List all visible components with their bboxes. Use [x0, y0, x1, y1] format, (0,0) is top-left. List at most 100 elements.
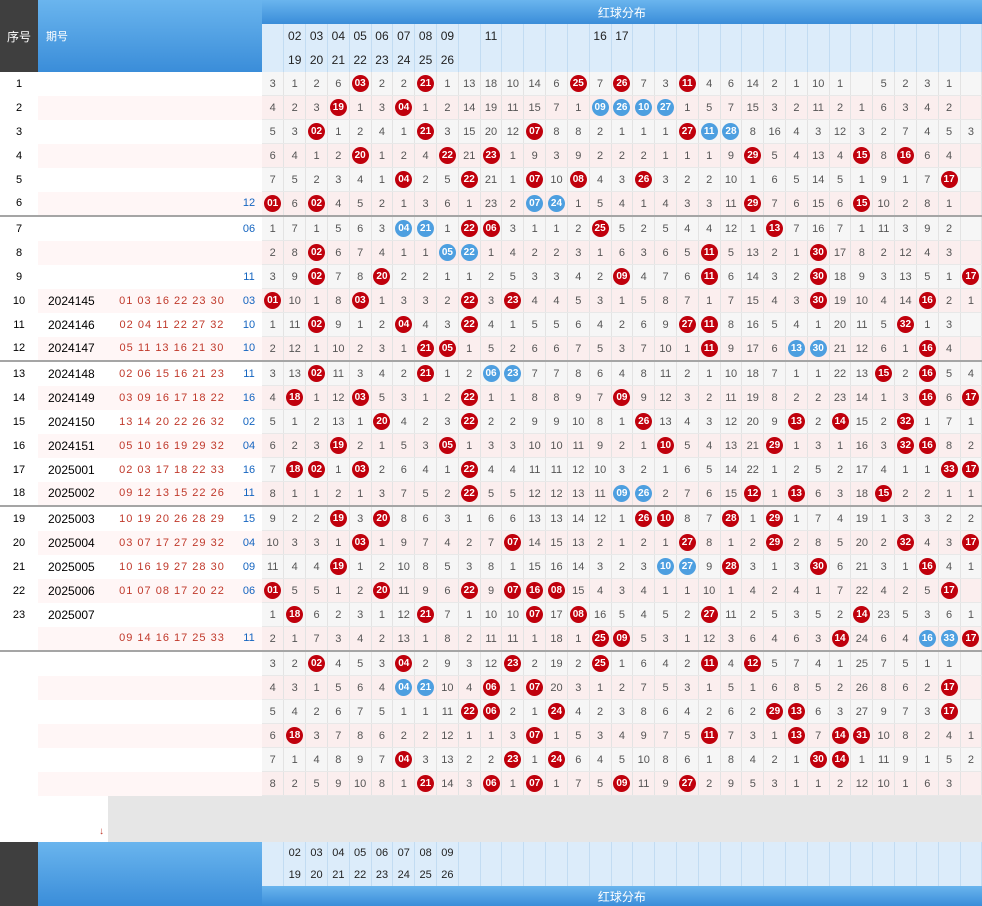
table-row: 4 6 4 1 2 20 1 2 4 22 21 23 1 9 3 9 2 2 2 1 1 1 9 29 5 4 13 4 15 8 16 6… [0, 143, 982, 168]
miss-cell: 16 [807, 215, 830, 241]
miss-cell: 10 [567, 409, 590, 434]
miss-cell: 5 [611, 747, 634, 772]
row-seq: 5 [0, 167, 38, 192]
red-ball: 27 [700, 606, 718, 623]
miss-cell: 1 [305, 675, 328, 700]
miss-cell: 10 [589, 457, 612, 482]
red-numbers: 01 07 08 17 20 22 [108, 578, 236, 603]
miss-cell: 12 [850, 336, 874, 362]
miss-cell: 3 [458, 554, 481, 579]
column-label [262, 48, 285, 72]
miss-cell: 5 [436, 167, 459, 192]
miss-cell: 16 [916, 288, 939, 313]
miss-cell: 12 [567, 457, 590, 482]
miss-cell: 14 [523, 530, 547, 555]
miss-cell: 15 [850, 191, 874, 217]
miss-cell: 2 [829, 771, 852, 796]
column-label: 08 [414, 24, 437, 48]
blue-ball: 11 [700, 123, 718, 140]
miss-cell: 13 [785, 481, 808, 507]
period-number: 2024147 [38, 336, 108, 361]
miss-cell: 09 [589, 95, 612, 120]
miss-cell: 06 [480, 215, 503, 241]
red-ball: 17 [940, 679, 958, 696]
miss-cell: 4 [938, 554, 961, 579]
miss-cell: 2 [894, 481, 917, 507]
red-ball: 20 [373, 510, 391, 527]
miss-cell: 2 [480, 747, 503, 772]
blue-number [236, 771, 262, 796]
blue-ball: 21 [417, 679, 435, 696]
row-seq: 19 [0, 505, 38, 531]
table-row: 10 2024145 01 03 16 22 23 30 03 01 10 1 8 03 1 3 3 2… [0, 288, 982, 313]
miss-cell: 1 [807, 312, 830, 337]
miss-cell: 1 [392, 771, 416, 796]
red-ball: 26 [635, 413, 653, 430]
miss-cell: 04 [392, 95, 416, 120]
miss-cell: 3 [414, 288, 437, 313]
miss-cell: 17 [960, 264, 982, 289]
miss-cell: 3 [676, 385, 699, 410]
red-numbers: 05 10 16 19 29 32 [108, 433, 236, 458]
red-numbers [108, 191, 236, 216]
miss-cell: 2 [414, 723, 437, 748]
miss-cell: 11 [698, 336, 721, 362]
miss-cell: 10 [480, 602, 503, 627]
miss-cell: 2 [632, 143, 656, 168]
miss-cell: 3 [611, 457, 634, 482]
miss-cell: 3 [436, 119, 459, 144]
miss-cell: 8 [894, 723, 917, 748]
miss-cell: 3 [720, 626, 743, 652]
miss-cell: 11 [392, 578, 416, 603]
miss-cell: 20 [349, 143, 372, 168]
miss-cell: 5 [589, 191, 612, 217]
miss-cell: 17 [938, 699, 961, 724]
down-arrow-icon[interactable]: ↓ [99, 825, 104, 837]
miss-cell: 19 [327, 505, 350, 531]
miss-cell: 4 [589, 578, 612, 603]
miss-cell: 6 [545, 72, 568, 96]
red-ball: 10 [657, 510, 675, 527]
miss-cell: 1 [720, 530, 743, 555]
miss-cell: 9 [632, 385, 656, 410]
miss-cell: 20 [829, 312, 852, 337]
red-ball: 09 [613, 268, 631, 285]
miss-cell: 21 [414, 360, 437, 386]
miss-cell: 3 [632, 240, 656, 265]
miss-cell: 1 [262, 312, 285, 337]
miss-cell: 10 [720, 167, 743, 192]
miss-cell: 17 [938, 675, 961, 700]
miss-cell: 1 [501, 167, 525, 192]
miss-cell: 6 [349, 675, 372, 700]
column-label [458, 48, 481, 72]
miss-cell: 3 [589, 554, 612, 579]
miss-cell: 2 [392, 264, 416, 289]
miss-cell: 25 [850, 650, 874, 676]
miss-cell: 4 [916, 95, 939, 120]
red-ball: 05 [438, 437, 456, 454]
red-ball: 23 [504, 292, 522, 309]
column-label [763, 864, 786, 886]
red-distribution-title: 红球分布 [262, 0, 982, 24]
miss-cell: 3 [458, 650, 481, 676]
miss-cell: 07 [501, 530, 525, 555]
miss-cell: 5 [763, 650, 786, 676]
blue-number [236, 143, 262, 168]
miss-cell: 9 [872, 699, 896, 724]
period-number [38, 191, 108, 216]
miss-cell: 1 [501, 143, 525, 168]
red-ball: 17 [962, 630, 980, 647]
blue-number [236, 675, 262, 700]
miss-cell: 4 [763, 288, 786, 313]
miss-cell: 26 [632, 505, 656, 531]
column-label [916, 864, 939, 886]
miss-cell: 20 [480, 119, 503, 144]
red-ball: 22 [438, 147, 456, 164]
blue-ball: 09 [613, 485, 631, 502]
column-label [632, 842, 656, 864]
miss-cell: 1 [698, 143, 721, 168]
miss-cell: 1 [283, 626, 307, 652]
miss-cell: 3 [371, 650, 394, 676]
miss-cell: 3 [414, 747, 437, 772]
miss-cell: 2 [523, 650, 547, 676]
